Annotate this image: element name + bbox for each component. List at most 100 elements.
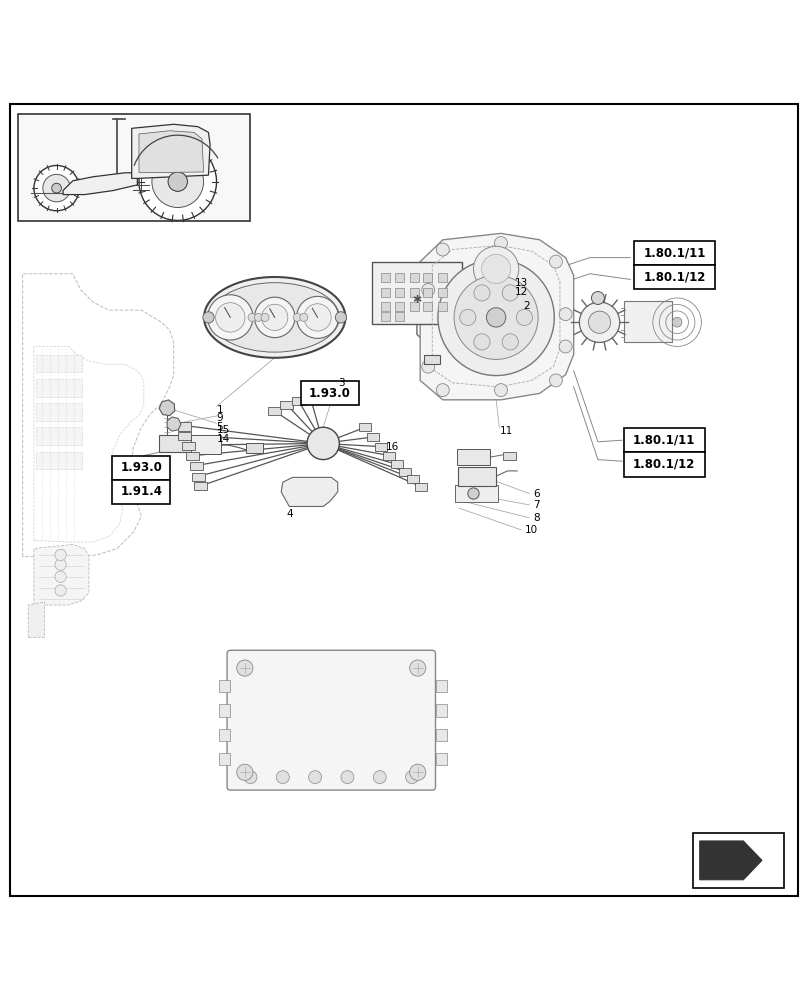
Circle shape: [468, 488, 479, 499]
Text: 2: 2: [523, 301, 529, 311]
Bar: [367, 433, 379, 441]
Text: 16: 16: [386, 442, 399, 452]
Bar: [423, 288, 432, 297]
Circle shape: [494, 384, 507, 397]
Text: 7: 7: [533, 500, 540, 510]
FancyBboxPatch shape: [624, 452, 705, 477]
Circle shape: [591, 292, 604, 304]
Circle shape: [168, 172, 187, 191]
FancyBboxPatch shape: [112, 456, 170, 480]
Bar: [423, 273, 432, 282]
Bar: [415, 483, 427, 491]
Bar: [410, 302, 419, 311]
Text: 4: 4: [287, 509, 293, 519]
Bar: [438, 288, 447, 297]
Bar: [280, 401, 293, 409]
Circle shape: [549, 374, 562, 387]
Circle shape: [43, 174, 70, 202]
Circle shape: [460, 309, 476, 325]
Circle shape: [588, 311, 611, 333]
Bar: [407, 475, 419, 483]
Text: 13: 13: [515, 278, 528, 288]
FancyBboxPatch shape: [191, 435, 221, 454]
FancyBboxPatch shape: [36, 452, 82, 469]
Text: 1: 1: [217, 405, 223, 415]
Circle shape: [293, 313, 301, 321]
Bar: [395, 312, 404, 321]
Text: 12: 12: [515, 287, 528, 297]
Bar: [219, 729, 230, 741]
Text: 1.93.0: 1.93.0: [309, 387, 351, 400]
Circle shape: [300, 313, 308, 321]
Text: 11: 11: [499, 426, 512, 436]
FancyBboxPatch shape: [36, 403, 82, 421]
Bar: [190, 462, 203, 470]
Circle shape: [55, 559, 66, 570]
Bar: [383, 452, 395, 460]
Bar: [178, 422, 191, 431]
Circle shape: [454, 275, 538, 359]
Circle shape: [579, 302, 620, 342]
Bar: [359, 423, 371, 431]
FancyBboxPatch shape: [36, 379, 82, 397]
Circle shape: [297, 296, 339, 338]
FancyBboxPatch shape: [458, 467, 496, 486]
Circle shape: [255, 297, 295, 338]
Circle shape: [502, 334, 519, 350]
Polygon shape: [159, 400, 175, 416]
FancyBboxPatch shape: [159, 435, 193, 452]
FancyBboxPatch shape: [301, 381, 359, 405]
Polygon shape: [700, 841, 762, 880]
FancyBboxPatch shape: [36, 355, 82, 372]
Bar: [399, 468, 411, 476]
Bar: [186, 452, 199, 460]
Circle shape: [276, 771, 289, 784]
Text: 5: 5: [217, 422, 223, 432]
Circle shape: [255, 313, 263, 321]
Bar: [436, 680, 447, 692]
Bar: [395, 288, 404, 297]
FancyBboxPatch shape: [372, 262, 462, 324]
Circle shape: [516, 309, 532, 325]
Bar: [194, 482, 207, 490]
Text: 8: 8: [533, 513, 540, 523]
Ellipse shape: [204, 277, 346, 358]
Text: 10: 10: [525, 525, 538, 535]
Circle shape: [373, 771, 386, 784]
Circle shape: [410, 764, 426, 780]
Circle shape: [494, 237, 507, 250]
Circle shape: [486, 308, 506, 327]
Bar: [410, 273, 419, 282]
Polygon shape: [420, 233, 574, 400]
FancyBboxPatch shape: [634, 265, 715, 289]
Bar: [381, 302, 390, 311]
Circle shape: [549, 255, 562, 268]
Circle shape: [436, 243, 449, 256]
FancyBboxPatch shape: [457, 449, 490, 465]
Circle shape: [482, 254, 511, 283]
Circle shape: [237, 660, 253, 676]
Circle shape: [307, 427, 339, 460]
Circle shape: [139, 143, 217, 220]
Polygon shape: [139, 131, 204, 173]
Bar: [436, 704, 447, 717]
Bar: [292, 397, 305, 405]
Circle shape: [203, 312, 214, 323]
Circle shape: [216, 303, 245, 332]
Circle shape: [208, 295, 253, 340]
Bar: [305, 396, 318, 404]
Polygon shape: [34, 544, 89, 605]
Polygon shape: [167, 417, 181, 431]
Circle shape: [55, 571, 66, 582]
Circle shape: [438, 259, 554, 376]
Bar: [391, 460, 403, 468]
Circle shape: [237, 764, 253, 780]
Circle shape: [34, 165, 79, 211]
Bar: [219, 753, 230, 765]
FancyBboxPatch shape: [624, 428, 705, 452]
Circle shape: [248, 313, 256, 321]
Text: 15: 15: [217, 425, 229, 435]
Text: 1.91.4: 1.91.4: [120, 485, 162, 498]
Bar: [424, 355, 440, 364]
Circle shape: [55, 585, 66, 596]
